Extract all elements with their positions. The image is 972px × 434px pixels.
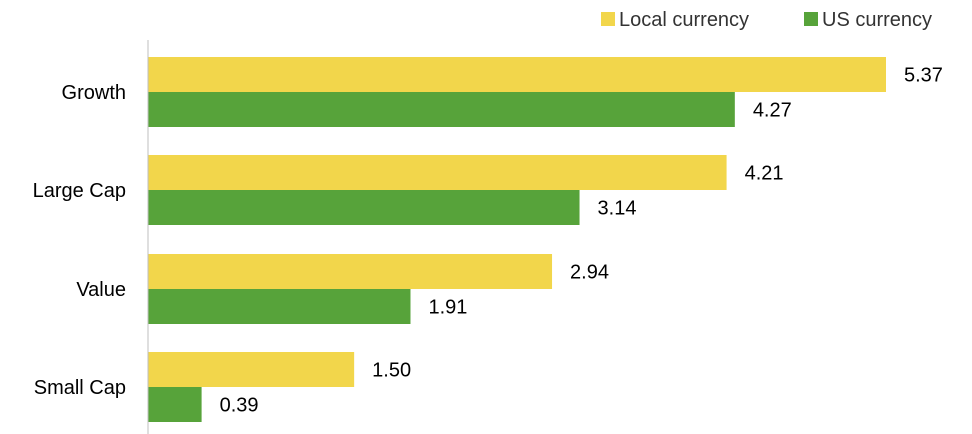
data-label-us-value: 1.91 bbox=[428, 297, 467, 319]
bars-group bbox=[148, 57, 886, 422]
bar-us-value bbox=[148, 289, 411, 324]
legend-label-us: US currency bbox=[822, 9, 932, 31]
bar-local-large-cap bbox=[148, 155, 727, 190]
bar-us-small-cap bbox=[148, 387, 202, 422]
bar-us-growth bbox=[148, 92, 735, 127]
data-label-local-value: 2.94 bbox=[570, 262, 609, 284]
legend-swatch-local bbox=[601, 12, 615, 26]
category-label-large-cap: Large Cap bbox=[33, 180, 126, 202]
category-label-value: Value bbox=[76, 279, 126, 301]
bar-local-small-cap bbox=[148, 352, 355, 387]
data-label-local-small-cap: 1.50 bbox=[372, 360, 411, 382]
legend-swatch-us bbox=[804, 12, 818, 26]
legend: Local currency US currency bbox=[601, 9, 932, 31]
category-labels: Growth Large Cap Value Small Cap bbox=[33, 82, 126, 399]
data-label-local-large-cap: 4.21 bbox=[745, 163, 784, 185]
bar-us-large-cap bbox=[148, 190, 580, 225]
category-label-growth: Growth bbox=[62, 82, 126, 104]
bar-local-value bbox=[148, 254, 553, 289]
bar-local-growth bbox=[148, 57, 886, 92]
value-labels: 5.37 4.27 4.21 3.14 2.94 1.91 1.50 0.39 bbox=[220, 65, 943, 417]
category-label-small-cap: Small Cap bbox=[34, 377, 126, 399]
legend-label-local: Local currency bbox=[619, 9, 749, 31]
data-label-local-growth: 5.37 bbox=[904, 65, 943, 87]
data-label-us-growth: 4.27 bbox=[753, 100, 792, 122]
data-label-us-small-cap: 0.39 bbox=[220, 395, 259, 417]
data-label-us-large-cap: 3.14 bbox=[598, 198, 637, 220]
